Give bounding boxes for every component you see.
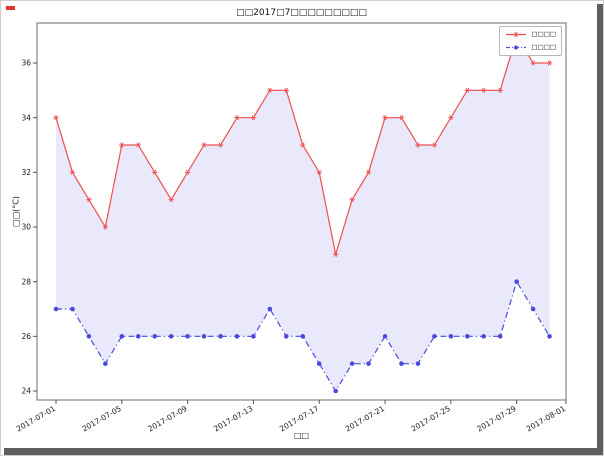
high-series-marker <box>119 142 125 148</box>
high-series-marker <box>415 142 421 148</box>
y-tick-label: 30 <box>21 223 31 232</box>
high-series-marker <box>530 60 536 66</box>
low-series-marker <box>103 361 108 366</box>
high-series-marker <box>431 142 438 148</box>
low-series-marker <box>448 334 454 339</box>
high-series-marker <box>102 224 109 230</box>
window-shadow-bottom <box>4 448 603 455</box>
low-series-marker <box>234 334 240 339</box>
window-shadow-right <box>597 4 603 455</box>
y-tick-label: 32 <box>21 168 31 177</box>
x-tick-label: 2017-07-29 <box>475 404 517 434</box>
low-series-marker <box>415 361 421 366</box>
high-series-marker <box>332 251 339 257</box>
low-series-marker <box>333 388 338 394</box>
x-tick-label: 2017-08-01 <box>525 404 567 434</box>
low-series-marker <box>481 334 487 339</box>
low-series-marker <box>251 334 256 339</box>
low-series-marker <box>514 279 519 284</box>
low-series-marker <box>300 334 306 339</box>
fill-between-area <box>56 35 550 392</box>
low-series-marker <box>316 361 322 366</box>
x-tick-label: 2017-07-21 <box>344 404 386 434</box>
high-series-marker <box>86 197 92 203</box>
y-tick-label: 24 <box>21 387 31 396</box>
low-series-marker <box>70 306 75 312</box>
low-series-marker <box>497 334 503 339</box>
high-series-marker <box>398 115 405 121</box>
high-series-marker <box>316 169 322 175</box>
low-series-marker <box>267 306 273 312</box>
y-tick-label: 28 <box>21 277 31 286</box>
low-series-marker <box>399 361 404 366</box>
low-series-marker <box>382 334 388 339</box>
low-series-marker <box>284 334 289 339</box>
high-series-legend-sample <box>506 31 527 38</box>
high-series-legend-label: □□□□ <box>531 30 556 39</box>
high-series-marker <box>135 142 141 148</box>
x-tick-label: 2017-07-09 <box>146 404 188 434</box>
low-series-marker <box>135 334 141 339</box>
low-series-marker <box>119 334 125 339</box>
high-series-marker <box>53 115 59 121</box>
x-tick-label: 2017-07-17 <box>278 404 320 434</box>
low-series-marker <box>218 334 223 339</box>
high-series-marker <box>481 87 487 93</box>
low-series-marker <box>366 361 371 366</box>
high-series-marker <box>201 142 207 148</box>
low-series-marker <box>185 334 190 339</box>
low-series-marker <box>152 334 158 339</box>
high-series-marker <box>267 87 273 93</box>
high-series-marker <box>250 115 257 121</box>
low-series-marker <box>201 334 207 339</box>
x-axis-label: □□ <box>293 431 310 440</box>
low-series-marker <box>432 334 437 339</box>
y-tick-label: 34 <box>21 113 31 122</box>
high-series-marker <box>234 115 240 121</box>
low-series-marker <box>168 334 174 339</box>
high-series-marker <box>365 169 372 175</box>
high-series-marker <box>448 115 454 121</box>
low-series-marker <box>464 334 470 339</box>
high-series-marker <box>69 169 76 175</box>
high-series-marker <box>168 197 174 203</box>
low-series-legend-sample <box>506 45 527 50</box>
low-series-marker <box>349 361 355 366</box>
high-series-marker <box>283 87 290 93</box>
x-tick-label: 2017-07-25 <box>410 404 452 434</box>
axes-frame <box>36 22 567 401</box>
legend: □□□□ □□□□ <box>499 26 562 56</box>
y-tick-label: 26 <box>21 332 31 341</box>
low-series-marker <box>86 334 92 339</box>
high-series-marker <box>217 142 224 148</box>
x-tick-label: 2017-07-01 <box>15 404 57 434</box>
high-series-marker <box>497 87 503 93</box>
x-tick-label: 2017-07-13 <box>212 404 254 434</box>
high-series-marker <box>184 169 191 175</box>
low-series-marker <box>530 306 536 312</box>
y-tick-label: 36 <box>21 59 31 68</box>
window-accent-mark <box>6 6 15 10</box>
high-series-marker <box>300 142 306 148</box>
high-series-marker <box>382 115 388 121</box>
x-tick-label: 2017-07-05 <box>81 404 123 434</box>
high-series-marker <box>152 169 158 175</box>
high-series-marker <box>546 60 553 66</box>
low-series-legend-label: □□□□ <box>531 43 556 52</box>
high-series-marker <box>349 197 355 203</box>
y-axis-label: □□(°C) <box>11 196 21 227</box>
high-series-marker <box>464 87 470 93</box>
legend-item-high: □□□□ <box>505 30 556 39</box>
low-series-marker <box>547 334 552 339</box>
legend-item-low: □□□□ <box>505 43 556 52</box>
low-series-marker <box>53 306 59 312</box>
chart-title: □□2017□7□□□□□□□□□ <box>236 8 367 18</box>
